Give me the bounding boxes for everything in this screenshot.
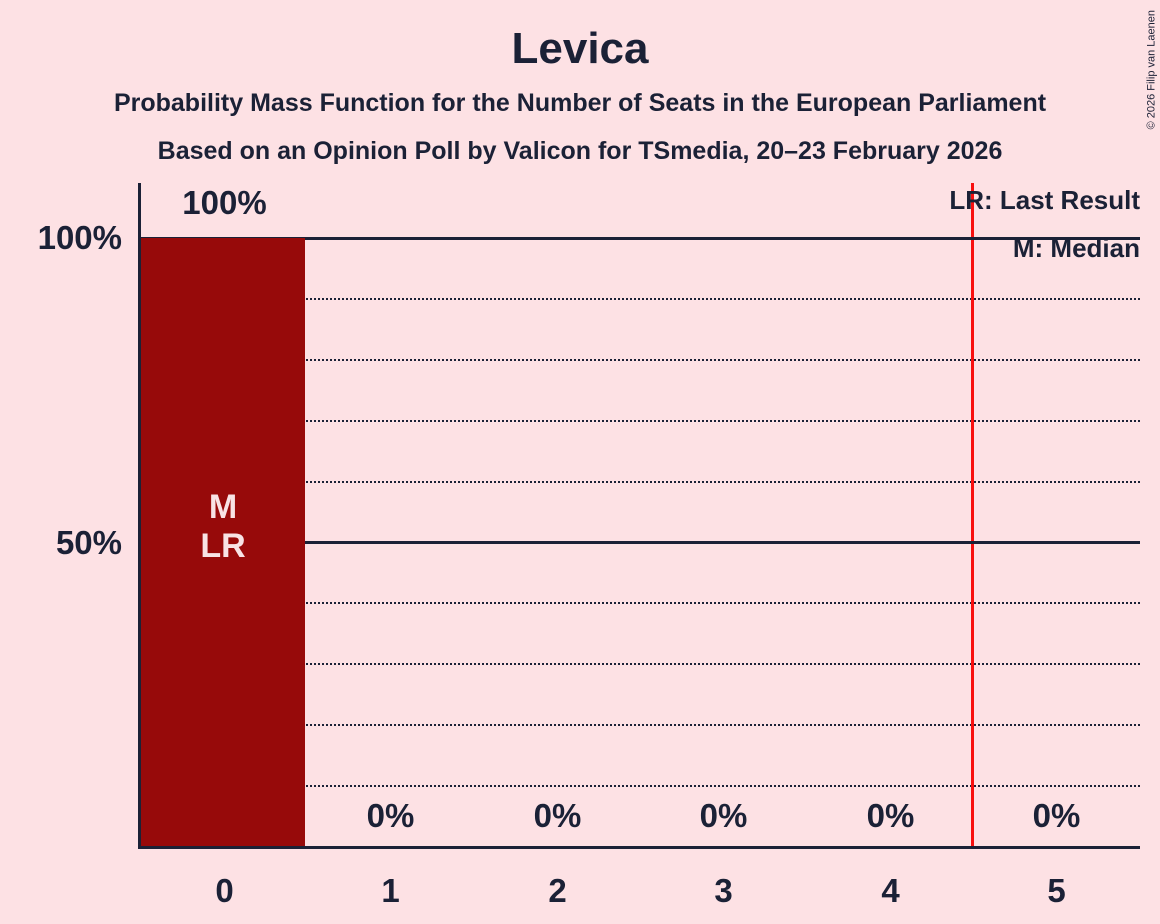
bar-value-label-4: 0% (866, 797, 915, 834)
x-tick-label-3: 3 (714, 872, 733, 909)
gridline-90 (141, 298, 1140, 300)
bar-seat-0: M LR (141, 238, 305, 846)
x-tick-label-5: 5 (1047, 872, 1066, 909)
legend-median: M: Median (1012, 233, 1140, 263)
bar-value-label-1: 0% (366, 797, 415, 834)
copyright-text: © 2026 Filip van Laenen (1145, 10, 1157, 130)
x-tick-label-1: 1 (381, 872, 400, 909)
y-axis-line (138, 183, 141, 849)
gridline-80 (141, 359, 1140, 361)
bar-value-label-3: 0% (699, 797, 748, 834)
gridline-40 (141, 602, 1140, 604)
gridline-50 (141, 541, 1140, 544)
y-axis-label-50: 50% (55, 524, 122, 561)
x-tick-label-0: 0 (215, 872, 234, 909)
bar-value-label-2: 0% (533, 797, 582, 834)
x-tick-label-4: 4 (881, 872, 900, 909)
gridline-20 (141, 724, 1140, 726)
bar-value-label-0: 100% (182, 184, 267, 221)
median-marker-label: M (208, 488, 238, 526)
gridline-60 (141, 481, 1140, 483)
chart-source-line: Based on an Opinion Poll by Valicon for … (157, 137, 1003, 165)
last-result-line (971, 183, 974, 846)
x-axis-line (138, 846, 1140, 849)
page-title: Levica (511, 24, 649, 73)
y-axis-label-100: 100% (37, 219, 122, 256)
x-tick-label-2: 2 (548, 872, 567, 909)
legend-last-result: LR: Last Result (949, 185, 1140, 215)
gridline-30 (141, 663, 1140, 665)
bar-marker-labels: M LR (141, 488, 305, 566)
bar-value-label-5: 0% (1032, 797, 1081, 834)
gridline-70 (141, 420, 1140, 422)
gridline-10 (141, 785, 1140, 787)
chart-subtitle: Probability Mass Function for the Number… (113, 89, 1047, 117)
gridline-100 (141, 237, 1140, 240)
last-result-marker-label: LR (200, 527, 246, 565)
